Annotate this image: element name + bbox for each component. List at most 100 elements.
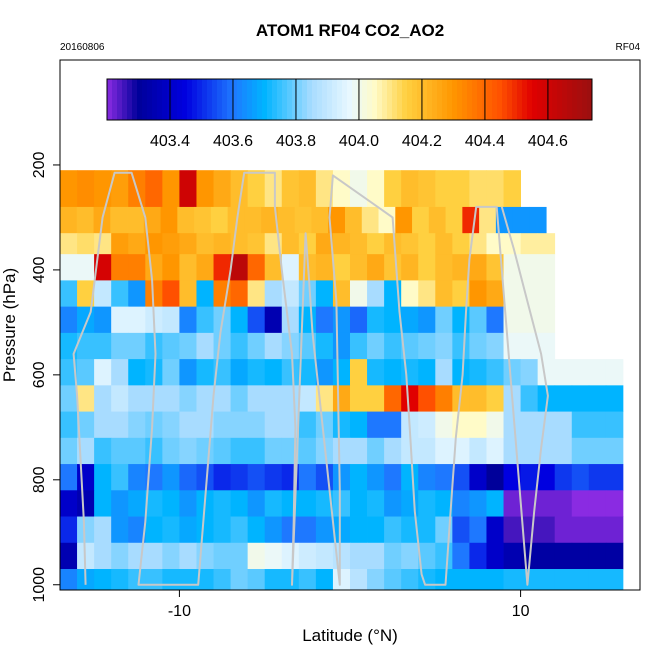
heatmap-cell <box>418 516 436 544</box>
heatmap-cell <box>452 411 470 439</box>
heatmap-cell <box>94 411 112 439</box>
colorbar-swatch <box>132 79 138 120</box>
heatmap-cell <box>94 516 112 544</box>
colorbar-swatch <box>562 79 568 120</box>
heatmap-cell <box>77 464 95 491</box>
colorbar-swatch <box>157 79 163 120</box>
heatmap-cell <box>452 306 470 334</box>
heatmap-cell <box>452 437 470 465</box>
colorbar-tick-label: 403.6 <box>213 133 253 150</box>
heatmap-cell <box>247 516 266 544</box>
heatmap-cell <box>298 411 317 439</box>
heatmap-cell <box>111 170 129 208</box>
heatmap-cell <box>332 490 351 517</box>
heatmap-cell <box>605 516 624 544</box>
heatmap-cell <box>401 490 419 517</box>
heatmap-cell <box>162 411 180 439</box>
colorbar-swatch <box>177 79 183 120</box>
heatmap-cell <box>94 490 112 517</box>
heatmap-cell <box>230 411 249 439</box>
heatmap-cell <box>311 206 329 234</box>
heatmap-cell <box>230 359 249 386</box>
heatmap-cell <box>452 464 470 491</box>
heatmap-cell <box>77 359 95 386</box>
heatmap-cell <box>179 385 197 412</box>
colorbar-swatch <box>322 79 328 120</box>
heatmap-cell <box>401 233 419 255</box>
heatmap-cell <box>196 254 214 281</box>
heatmap-cell <box>94 437 112 465</box>
heatmap-cell <box>529 206 547 234</box>
colorbar-swatch <box>582 79 588 120</box>
heatmap-cell <box>128 233 146 255</box>
heatmap-cell <box>486 516 504 544</box>
heatmap-cell <box>486 542 504 570</box>
colorbar-swatch <box>187 79 193 120</box>
heatmap-cell <box>520 332 539 360</box>
heatmap-cell <box>605 385 624 412</box>
heatmap-cell <box>452 332 470 360</box>
heatmap-cell <box>418 233 436 255</box>
heatmap-cell <box>486 254 504 281</box>
colorbar-swatch <box>372 79 378 120</box>
heatmap-cell <box>367 170 385 208</box>
heatmap-cell <box>537 542 556 570</box>
heatmap-cell <box>94 170 112 208</box>
heatmap-cell <box>128 385 146 412</box>
colorbar-swatch <box>412 79 418 120</box>
heatmap-cell <box>281 306 300 334</box>
heatmap-cell <box>60 490 78 517</box>
heatmap-cell <box>213 359 231 386</box>
heatmap-cell <box>486 464 504 491</box>
heatmap-cell <box>94 306 112 334</box>
colorbar-swatch <box>202 79 208 120</box>
heatmap-cell <box>332 254 351 281</box>
heatmap-cell <box>435 170 453 208</box>
heatmap-cell <box>247 569 266 591</box>
colorbar-swatch <box>407 79 413 120</box>
heatmap-cell <box>77 280 95 308</box>
heatmap-cell <box>196 359 214 386</box>
chart-title: ATOM1 RF04 CO2_AO2 <box>256 21 444 40</box>
x-tick-label: -10 <box>168 603 191 620</box>
colorbar-swatch <box>352 79 358 120</box>
heatmap-cell <box>298 437 317 465</box>
heatmap-cell <box>350 233 368 255</box>
heatmap-cell <box>571 359 590 386</box>
heatmap-cell <box>418 306 436 334</box>
heatmap-cell <box>554 516 573 544</box>
heatmap-cell <box>537 332 556 360</box>
colorbar-swatch <box>417 79 423 120</box>
colorbar-swatch <box>242 79 248 120</box>
heatmap-cell <box>605 490 624 517</box>
heatmap-cell <box>554 569 573 591</box>
heatmap-cell <box>128 490 146 517</box>
colorbar-swatch <box>452 79 458 120</box>
heatmap-cell <box>469 359 487 386</box>
heatmap-cell <box>145 490 163 517</box>
heatmap-cell <box>428 206 446 234</box>
colorbar-swatch <box>547 79 553 120</box>
heatmap-cell <box>213 437 231 465</box>
heatmap-cell <box>76 206 94 234</box>
heatmap-cell <box>571 437 590 465</box>
heatmap-cell <box>418 385 436 412</box>
heatmap-cell <box>486 490 504 517</box>
heatmap-cell <box>486 437 504 465</box>
heatmap-cell <box>315 233 334 255</box>
heatmap-cell <box>384 490 402 517</box>
colorbar-swatch <box>302 79 308 120</box>
heatmap-cell <box>145 332 163 360</box>
colorbar-swatch <box>432 79 438 120</box>
flight-label: RF04 <box>616 42 641 53</box>
heatmap-cell <box>179 254 197 281</box>
heatmap-cell <box>315 569 334 591</box>
heatmap-cell <box>179 280 197 308</box>
colorbar-swatch <box>307 79 313 120</box>
heatmap-cell <box>196 332 214 360</box>
heatmap-cell <box>128 306 146 334</box>
heatmap-cell <box>264 464 283 491</box>
heatmap-cell <box>554 437 573 465</box>
heatmap-cell <box>418 411 436 439</box>
heatmap-cell <box>315 280 334 308</box>
